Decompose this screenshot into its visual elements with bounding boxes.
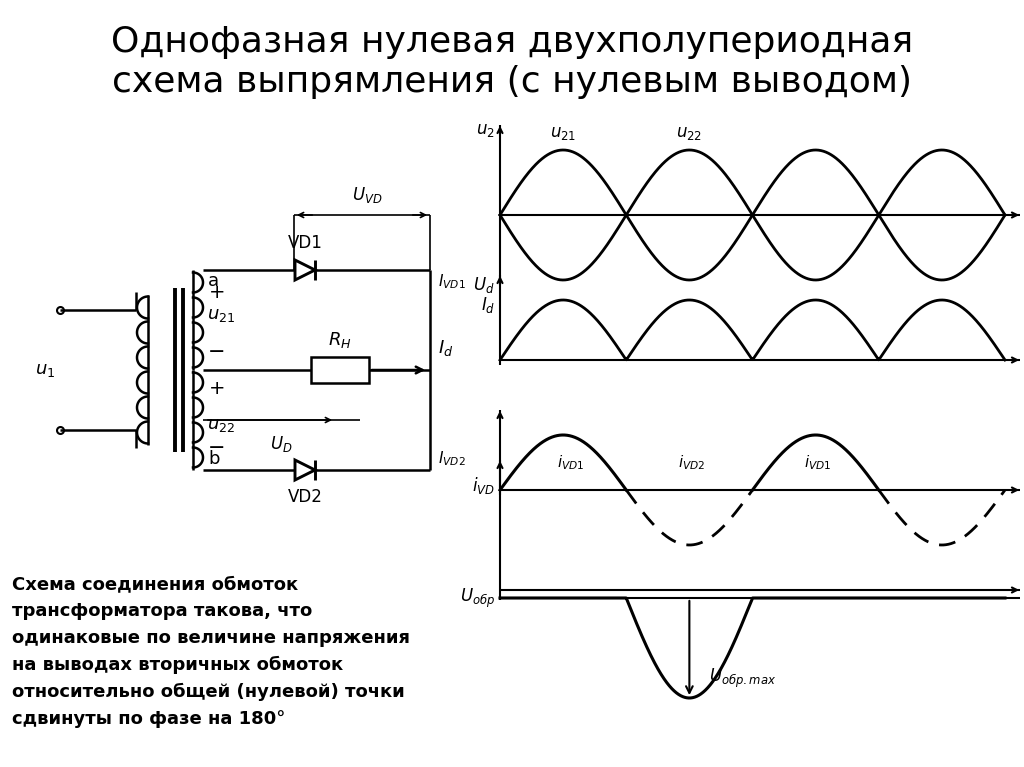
Text: VD2: VD2 (288, 488, 323, 506)
Text: на выводах вторичных обмоток: на выводах вторичных обмоток (12, 656, 343, 674)
Text: $U_{обр}$: $U_{обр}$ (460, 587, 495, 610)
Text: $I_d$: $I_d$ (438, 338, 454, 358)
Text: $I_d$: $I_d$ (480, 295, 495, 315)
Text: $i_{VD1}$: $i_{VD1}$ (805, 453, 831, 472)
Text: b: b (208, 450, 219, 468)
Text: $U_{обр.max}$: $U_{обр.max}$ (710, 667, 776, 690)
Text: $u_{22}$: $u_{22}$ (207, 416, 236, 434)
Text: относительно общей (нулевой) точки: относительно общей (нулевой) точки (12, 683, 404, 701)
Text: −: − (208, 438, 225, 458)
Text: $u_{21}$: $u_{21}$ (550, 124, 577, 142)
Text: $U_{VD}$: $U_{VD}$ (352, 185, 383, 205)
Text: a: a (208, 272, 219, 290)
Text: −: − (208, 342, 225, 362)
Text: Схема соединения обмоток: Схема соединения обмоток (12, 575, 298, 593)
Bar (311, 357, 369, 383)
Text: $i_{VD}$: $i_{VD}$ (472, 475, 495, 495)
Text: +: + (209, 282, 225, 301)
Text: $u_1$: $u_1$ (35, 361, 55, 379)
Text: трансформатора такова, что: трансформатора такова, что (12, 602, 312, 620)
Text: $i_{VD1}$: $i_{VD1}$ (557, 453, 585, 472)
Text: Однофазная нулевая двухполупериодная: Однофазная нулевая двухполупериодная (111, 25, 913, 59)
Text: $i_{VD2}$: $i_{VD2}$ (678, 453, 706, 472)
Text: одинаковые по величине напряжения: одинаковые по величине напряжения (12, 629, 410, 647)
Text: $u_{21}$: $u_{21}$ (207, 306, 236, 324)
Text: +: + (209, 378, 225, 397)
Text: $R_H$: $R_H$ (328, 330, 352, 350)
Text: VD1: VD1 (288, 234, 323, 252)
Text: сдвинуты по фазе на 180°: сдвинуты по фазе на 180° (12, 710, 286, 728)
Text: схема выпрямления (с нулевым выводом): схема выпрямления (с нулевым выводом) (112, 65, 912, 99)
Text: $I_{VD1}$: $I_{VD1}$ (438, 272, 466, 291)
Text: $U_d$: $U_d$ (473, 275, 495, 295)
Text: $u_2$: $u_2$ (476, 121, 495, 139)
Text: $u_{22}$: $u_{22}$ (676, 124, 702, 142)
Text: $U_D$: $U_D$ (270, 434, 293, 454)
Text: $I_{VD2}$: $I_{VD2}$ (438, 449, 466, 468)
